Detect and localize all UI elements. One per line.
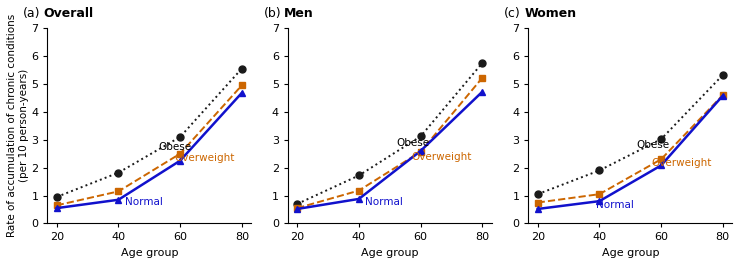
Text: Women: Women: [525, 7, 576, 20]
X-axis label: Age group: Age group: [120, 248, 178, 258]
Text: Overweight: Overweight: [174, 153, 234, 164]
X-axis label: Age group: Age group: [602, 248, 659, 258]
Text: (b): (b): [264, 7, 281, 20]
Text: Normal: Normal: [365, 197, 403, 207]
Y-axis label: Rate of accumulation of chronic conditions
(per 10 person-years): Rate of accumulation of chronic conditio…: [7, 14, 29, 237]
Text: Normal: Normal: [125, 197, 163, 207]
Text: Men: Men: [284, 7, 313, 20]
Text: Normal: Normal: [596, 200, 634, 210]
Text: (c): (c): [504, 7, 521, 20]
Text: Overweight: Overweight: [412, 152, 471, 161]
Text: Obese: Obese: [636, 140, 670, 150]
Text: (a): (a): [23, 7, 41, 20]
X-axis label: Age group: Age group: [361, 248, 418, 258]
Text: Obese: Obese: [159, 142, 191, 152]
Text: Overall: Overall: [44, 7, 94, 20]
Text: Overweight: Overweight: [652, 158, 712, 168]
Text: Obese: Obese: [396, 138, 429, 148]
